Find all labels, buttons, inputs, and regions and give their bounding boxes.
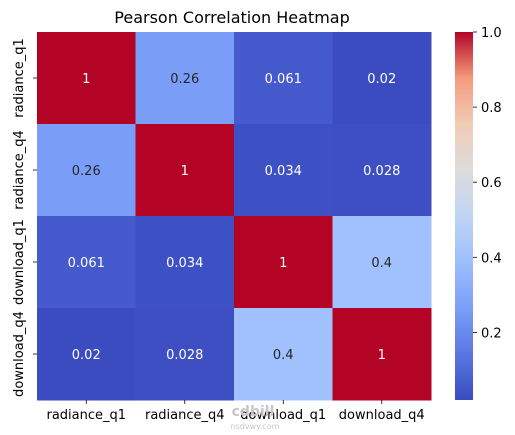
y-axis: radiance_q1 radiance_q4 download_q1downloa… [12,38,37,397]
heatmap-cell [234,124,333,217]
x-tick-label: download_q1 [240,408,326,423]
heatmap-cell [234,32,333,125]
heatmap-cell [37,124,136,217]
heatmap-cell [332,124,432,217]
colorbar-tick-label: 1.0 [481,26,502,41]
y-tick-label: download_q1 [12,219,27,305]
heatmap-cell [37,216,136,309]
heatmap-cell [135,124,235,217]
cell-annotation: 1 [181,164,189,179]
cell-annotation: 1 [378,348,386,363]
cell-annotation: 0.034 [166,256,203,271]
heatmap-cell [332,32,432,125]
x-axis: radiance_q1 radiance_q4 download_q1 downloa… [46,400,425,423]
y-tick-label: radiance_q1 [12,38,27,118]
x-tick-label: radiance_q1 [46,408,126,423]
cell-annotation: 0.061 [68,256,105,271]
cell-annotation: 0.061 [265,72,302,87]
cell-annotation: 0.028 [363,164,400,179]
colorbar-tick-label: 0.2 [481,326,502,341]
chart-title: Pearson Correlation Heatmap [114,8,349,27]
cell-annotation: 0.028 [166,348,203,363]
cell-annotation: 0.02 [367,72,396,87]
heatmap-cell [234,308,333,401]
colorbar-gradient [455,32,473,400]
watermark: cdbill [232,404,275,420]
cell-annotation: 0.034 [265,164,302,179]
heatmap-cell [135,308,235,401]
y-tick-label: download_q4 [12,311,27,397]
colorbar-tick-label: 0.6 [481,176,502,191]
cell-annotation: 1 [279,256,287,271]
heatmap-cell [135,216,235,309]
heatmap-cell [332,308,432,401]
colorbar-tick-label: 0.8 [481,101,502,116]
colorbar-tick-label: 0.4 [481,251,502,266]
colorbar: 0.2 0.4 0.6 0.8 1.0 [455,26,502,400]
cell-annotation: 0.4 [273,348,294,363]
cell-annotation: 0.26 [72,164,101,179]
cell-annotation: 0.4 [371,256,392,271]
cell-annotation: 1 [82,72,90,87]
heatmap-cell [37,308,136,401]
heatmap-cell [135,32,235,125]
cell-annotation: 0.26 [170,72,199,87]
heatmap-cells [37,32,432,401]
cell-annotation: 0.02 [72,348,101,363]
heatmap-cell [234,216,333,309]
x-tick-label: radiance_q4 [145,408,225,423]
watermark-subtext: nsdvwy.com [231,422,280,431]
colorbar-ticks: 0.2 0.4 0.6 0.8 1.0 [473,26,502,341]
y-tick-label: radiance_q4 [12,130,27,210]
heatmap-cell [332,216,432,309]
heatmap-annotations: 1 0.26 0.061 0.02 0.26 1 0.034 0.028 0.061 0.034 1… [68,72,401,363]
heatmap-cell [37,32,136,125]
x-tick-label: download_q4 [339,408,425,423]
